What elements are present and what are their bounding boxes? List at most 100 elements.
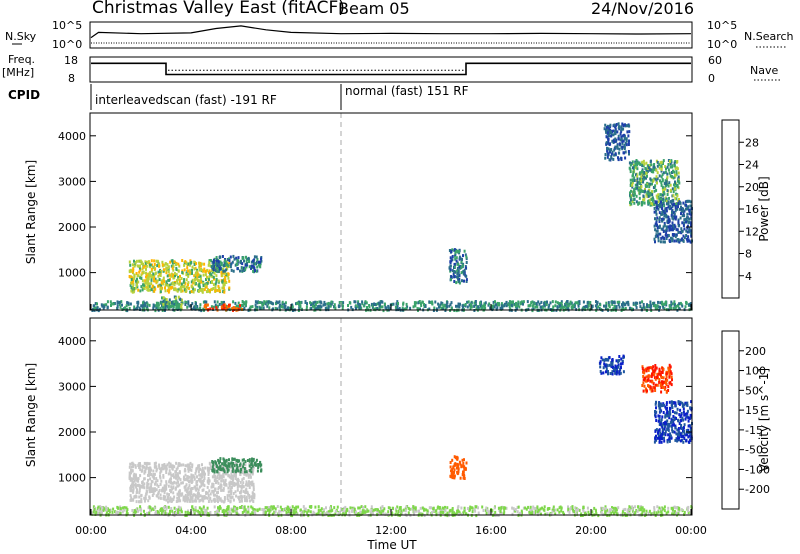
- velocity-cell: [222, 487, 225, 491]
- power-cell: [621, 140, 624, 144]
- power-cell: [405, 302, 408, 306]
- velocity-cell: [134, 483, 137, 486]
- power-cell: [248, 260, 250, 263]
- velocity-cell: [418, 509, 420, 513]
- power-cell: [263, 300, 266, 304]
- power-cell: [149, 263, 152, 267]
- power-cell: [146, 274, 149, 278]
- velocity-cell: [230, 492, 233, 496]
- velocity-cell: [173, 480, 176, 484]
- power-cell: [632, 170, 635, 174]
- velocity-cell: [234, 473, 237, 477]
- velocity-cell: [150, 482, 153, 486]
- power-cell: [501, 306, 504, 310]
- power-cell: [118, 300, 121, 304]
- velocity-cell: [236, 459, 239, 463]
- power-cell: [110, 302, 113, 306]
- velocity-cell: [395, 509, 398, 513]
- velocity-cell: [330, 509, 333, 513]
- power-cell: [254, 262, 257, 266]
- power-cell: [460, 260, 463, 264]
- velocity-cell: [391, 512, 394, 516]
- velocity-cell: [241, 505, 244, 509]
- power-cell: [641, 300, 644, 304]
- power-cell: [456, 269, 459, 273]
- power-cell: [198, 273, 201, 277]
- velocity-cell: [402, 508, 405, 512]
- power-cell: [251, 305, 254, 309]
- power-cell: [133, 305, 136, 309]
- power-cell: [146, 288, 149, 292]
- power-cell: [93, 304, 96, 308]
- velocity-cell: [271, 512, 274, 516]
- power-cell: [202, 273, 205, 277]
- velocity-cell: [658, 506, 661, 510]
- power-cell: [682, 211, 685, 215]
- power-cell: [642, 305, 645, 309]
- power-cell: [142, 265, 145, 269]
- velocity-cell: [604, 507, 607, 511]
- velocity-cell: [221, 464, 224, 468]
- velocity-cell: [196, 480, 199, 483]
- velocity-cell: [212, 493, 215, 497]
- power-cell: [141, 305, 144, 309]
- power-cell: [288, 306, 291, 310]
- velocity-cell: [184, 495, 187, 499]
- power-cell: [686, 219, 689, 223]
- velocity-cell: [242, 465, 245, 469]
- power-cell: [259, 260, 262, 264]
- velocity-cell: [193, 477, 196, 481]
- power-cell: [130, 281, 132, 285]
- velocity-cell: [234, 475, 237, 479]
- power-cell: [160, 281, 163, 285]
- velocity-cell: [491, 509, 494, 513]
- power-cell: [254, 306, 257, 310]
- velocity-cell: [534, 509, 537, 513]
- velocity-cell: [401, 511, 404, 515]
- velocity-cell: [326, 510, 329, 514]
- velocity-cell: [370, 508, 373, 512]
- velocity-cell: [408, 507, 411, 511]
- velocity-cell: [169, 471, 172, 475]
- power-cell: [252, 269, 255, 273]
- velocity-cell: [650, 366, 652, 370]
- power-cell: [133, 276, 136, 280]
- power-cell: [217, 304, 219, 308]
- velocity-cell: [166, 512, 168, 516]
- power-cell: [658, 166, 661, 170]
- power-cell: [137, 288, 140, 292]
- power-cell: [466, 300, 469, 304]
- power-cell: [146, 281, 149, 285]
- velocity-cell: [188, 484, 191, 488]
- power-cell: [148, 303, 151, 307]
- velocity-cell: [238, 495, 241, 499]
- power-cell: [675, 215, 678, 219]
- power-cell: [165, 271, 168, 275]
- velocity-cell: [308, 505, 311, 509]
- velocity-cell: [152, 469, 155, 473]
- power-cell: [667, 168, 670, 172]
- power-cell: [499, 306, 502, 310]
- power-cell: [376, 307, 379, 310]
- power-cell: [178, 278, 181, 282]
- velocity-cell: [249, 512, 252, 516]
- velocity-cell: [230, 486, 233, 490]
- power-cell: [243, 306, 246, 310]
- power-cell: [319, 304, 322, 308]
- velocity-cell: [502, 512, 505, 516]
- velocity-cell: [642, 389, 645, 393]
- velocity-cell: [135, 509, 138, 513]
- power-cell: [636, 163, 639, 167]
- power-cell: [180, 288, 183, 292]
- velocity-cell: [187, 467, 190, 470]
- power-cell: [666, 189, 669, 193]
- power-cell: [155, 259, 158, 263]
- power-cell: [675, 239, 678, 243]
- velocity-cell: [642, 378, 645, 382]
- velocity-cell: [232, 483, 235, 487]
- power-cell: [671, 205, 674, 208]
- power-cell: [658, 174, 661, 178]
- power-cell: [255, 255, 258, 259]
- velocity-cell: [206, 496, 209, 500]
- power-cell: [642, 180, 645, 184]
